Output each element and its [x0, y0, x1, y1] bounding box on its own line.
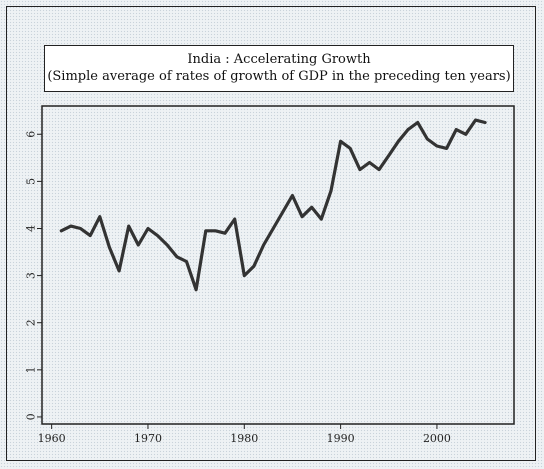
- x-tick-label: 2000: [423, 432, 451, 445]
- x-tick-label: 1990: [327, 432, 355, 445]
- y-tick-label: 1: [25, 366, 38, 373]
- x-tick-label: 1980: [230, 432, 258, 445]
- chart-frame: [6, 6, 536, 461]
- y-tick-label: 5: [25, 178, 38, 185]
- x-tick-label: 1970: [134, 432, 162, 445]
- y-tick-label: 0: [25, 413, 38, 420]
- title-box: India : Accelerating Growth (Simple aver…: [44, 45, 514, 92]
- series-group: [59, 118, 487, 292]
- x-axis: 1960 1970 1980 1990 2000: [38, 424, 451, 445]
- y-axis: 0 1 2 3 4 5 6: [25, 131, 42, 420]
- chart-title: India : Accelerating Growth: [187, 52, 371, 67]
- y-tick-label: 6: [25, 131, 38, 138]
- chart-subtitle: (Simple average of rates of growth of GD…: [47, 69, 511, 84]
- y-tick-label: 2: [25, 319, 38, 326]
- x-tick-label: 1960: [38, 432, 66, 445]
- y-tick-label: 3: [25, 272, 38, 279]
- plot-area: [41, 105, 515, 425]
- series-line-0: [59, 118, 487, 292]
- y-tick-label: 4: [25, 225, 38, 232]
